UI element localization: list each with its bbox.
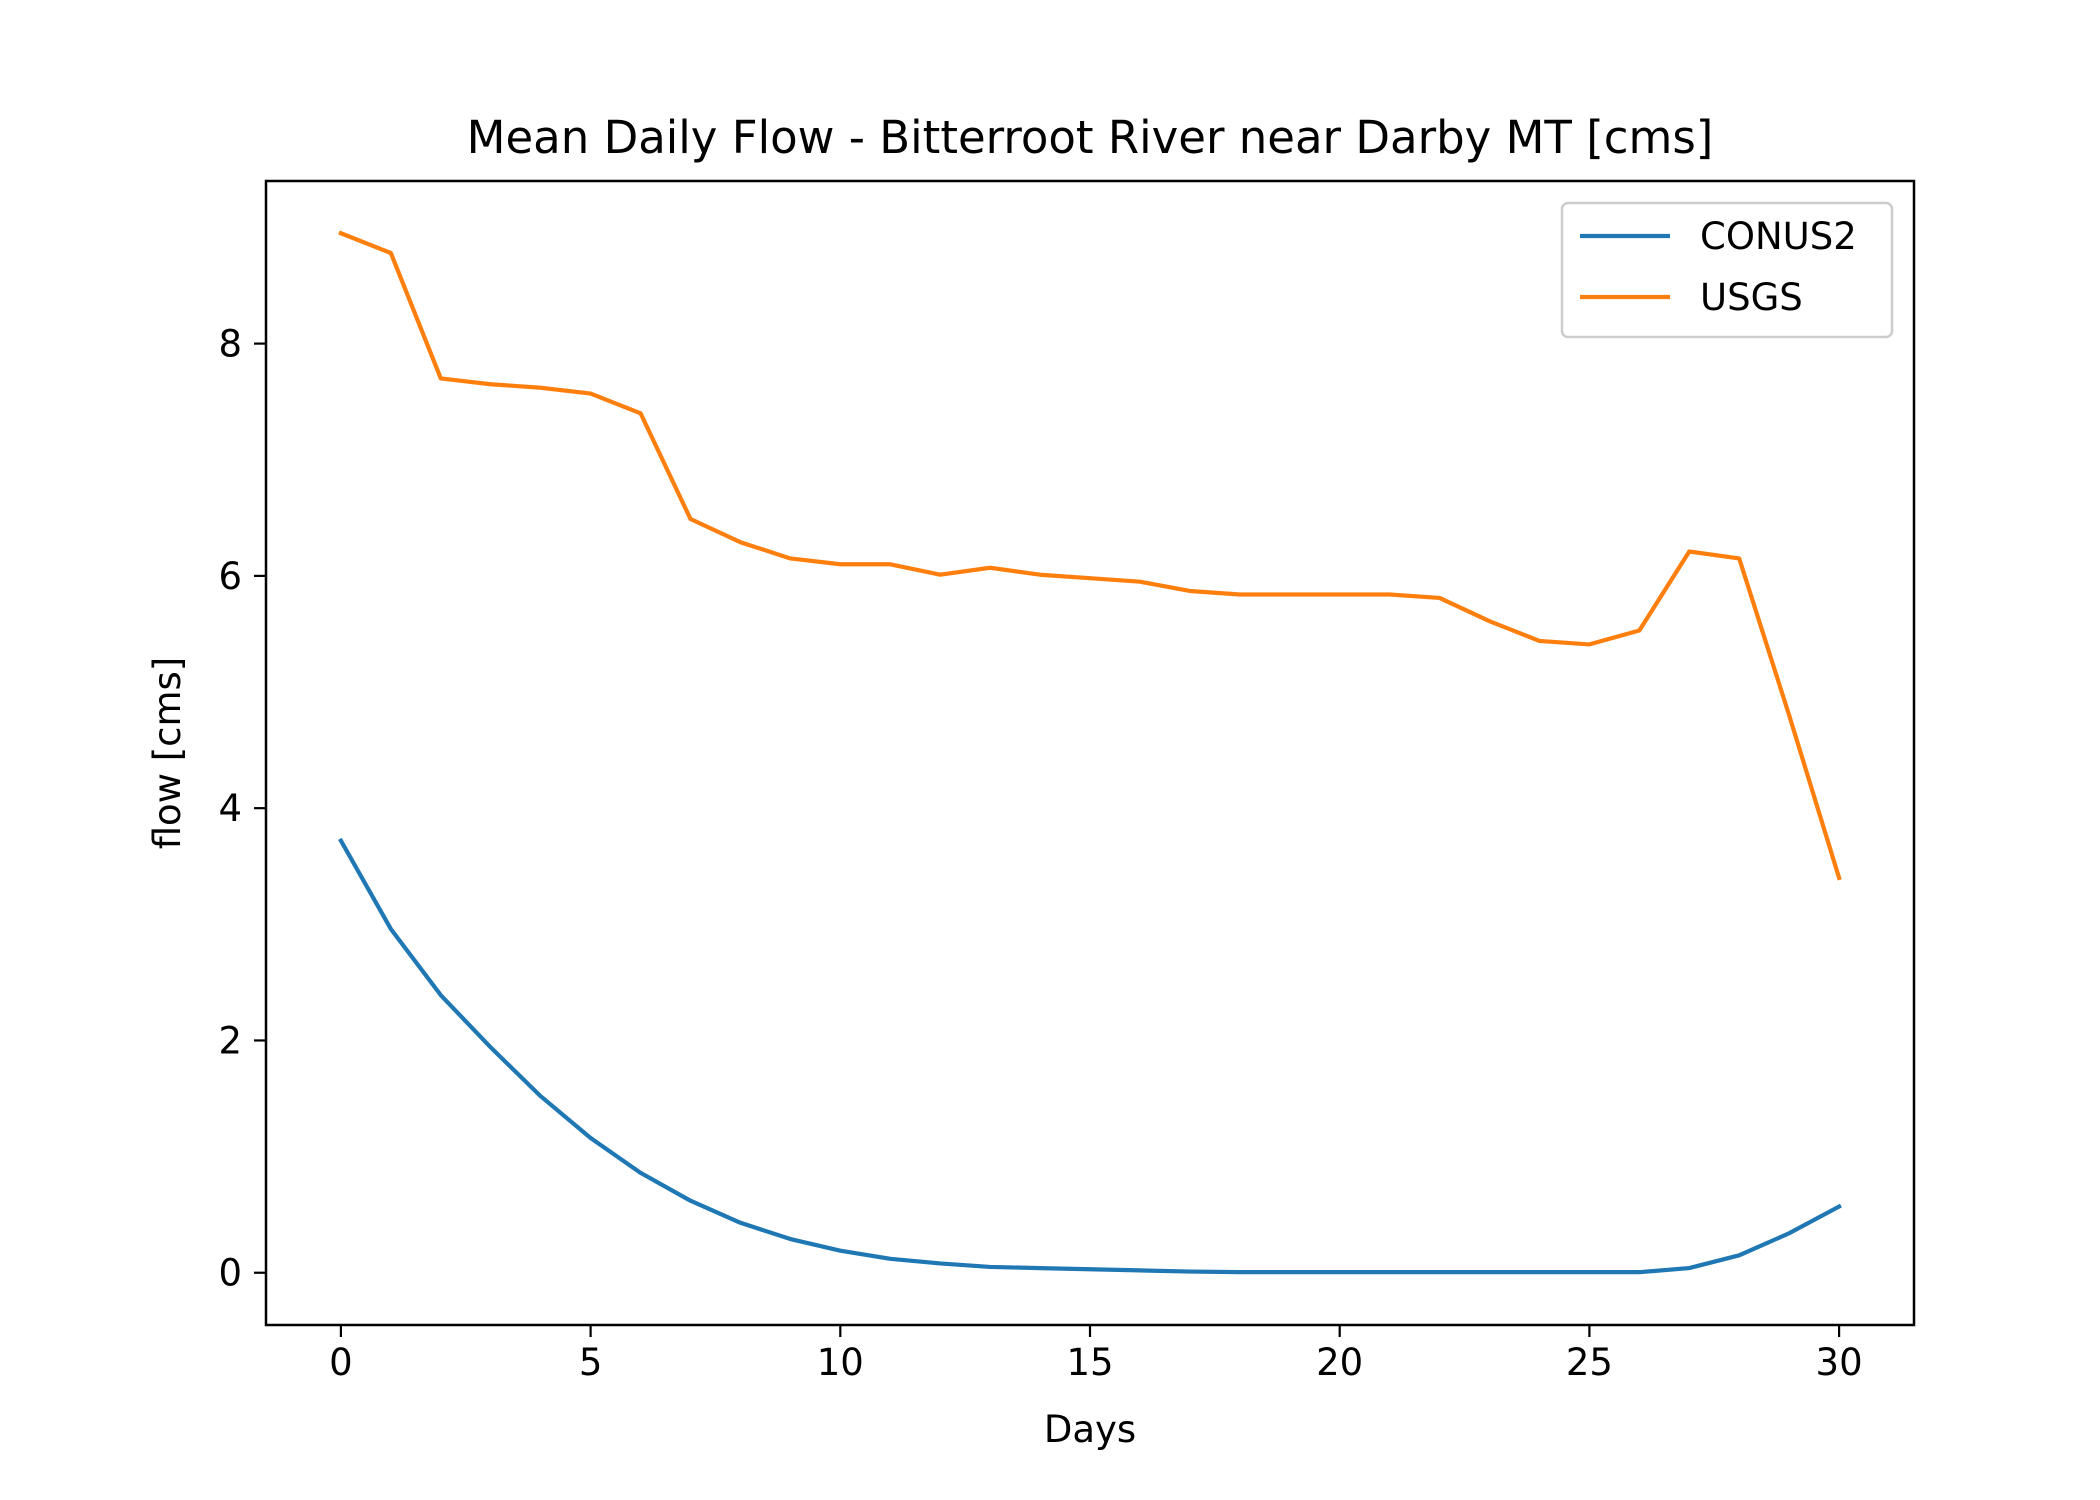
data-point-conus2 xyxy=(1238,1270,1242,1274)
data-point-usgs xyxy=(1587,642,1591,646)
data-point-usgs xyxy=(339,231,343,235)
series-line-conus2 xyxy=(338,837,1842,1275)
data-point-conus2 xyxy=(888,1257,892,1261)
data-point-conus2 xyxy=(688,1199,692,1203)
data-point-conus2 xyxy=(389,927,393,931)
data-point-usgs xyxy=(1488,619,1492,623)
data-point-usgs xyxy=(688,517,692,521)
legend-label-usgs: USGS xyxy=(1700,276,1803,319)
x-axis-label: Days xyxy=(1044,1408,1136,1451)
data-point-usgs xyxy=(1088,576,1092,580)
data-point-conus2 xyxy=(1537,1270,1541,1274)
data-point-usgs xyxy=(589,392,593,396)
y-tick-label: 8 xyxy=(218,323,242,366)
data-point-conus2 xyxy=(639,1171,643,1175)
data-point-usgs xyxy=(1038,573,1042,577)
data-point-conus2 xyxy=(1587,1270,1591,1274)
data-point-usgs xyxy=(1687,549,1691,553)
x-tick-label: 15 xyxy=(1066,1341,1113,1384)
data-point-conus2 xyxy=(1438,1270,1442,1274)
data-point-conus2 xyxy=(738,1221,742,1225)
y-tick-label: 4 xyxy=(218,787,242,830)
data-point-conus2 xyxy=(539,1094,543,1098)
data-point-usgs xyxy=(1188,589,1192,593)
y-axis-label: flow [cms] xyxy=(146,657,189,850)
data-point-conus2 xyxy=(1388,1270,1392,1274)
data-point-usgs xyxy=(1338,592,1342,596)
data-point-usgs xyxy=(988,566,992,570)
data-point-conus2 xyxy=(1138,1268,1142,1272)
data-point-usgs xyxy=(888,562,892,566)
data-point-conus2 xyxy=(1687,1266,1691,1270)
data-point-usgs xyxy=(1537,639,1541,643)
data-point-usgs xyxy=(1438,596,1442,600)
data-point-usgs xyxy=(1388,592,1392,596)
data-point-usgs xyxy=(1637,628,1641,632)
y-tick-label: 2 xyxy=(218,1019,242,1062)
data-point-conus2 xyxy=(1637,1270,1641,1274)
x-tick-label: 5 xyxy=(579,1341,603,1384)
data-point-conus2 xyxy=(489,1045,493,1049)
data-point-usgs xyxy=(738,540,742,544)
data-point-conus2 xyxy=(1088,1267,1092,1271)
data-point-conus2 xyxy=(1188,1270,1192,1274)
data-point-conus2 xyxy=(988,1265,992,1269)
data-point-usgs xyxy=(1138,580,1142,584)
data-point-usgs xyxy=(1288,592,1292,596)
data-point-usgs xyxy=(639,411,643,415)
data-point-usgs xyxy=(539,386,543,390)
data-point-conus2 xyxy=(938,1261,942,1265)
x-tick-label: 25 xyxy=(1566,1341,1613,1384)
data-point-conus2 xyxy=(1737,1253,1741,1257)
data-point-usgs xyxy=(1787,713,1791,717)
data-point-conus2 xyxy=(339,839,343,843)
chart-title: Mean Daily Flow - Bitterroot River near … xyxy=(467,111,1714,164)
data-point-usgs xyxy=(389,251,393,255)
data-point-conus2 xyxy=(1338,1270,1342,1274)
data-point-conus2 xyxy=(1288,1270,1292,1274)
y-tick-label: 6 xyxy=(218,555,242,598)
data-point-conus2 xyxy=(788,1237,792,1241)
data-point-conus2 xyxy=(1787,1231,1791,1235)
series-layer xyxy=(338,230,1842,1275)
legend-label-conus2: CONUS2 xyxy=(1700,215,1857,258)
data-point-usgs xyxy=(489,382,493,386)
x-tick-label: 20 xyxy=(1316,1341,1363,1384)
data-point-usgs xyxy=(1837,876,1841,880)
data-point-conus2 xyxy=(838,1249,842,1253)
data-point-conus2 xyxy=(1837,1205,1841,1209)
data-point-conus2 xyxy=(1038,1266,1042,1270)
data-point-usgs xyxy=(439,376,443,380)
data-point-usgs xyxy=(788,556,792,560)
data-point-usgs xyxy=(938,573,942,577)
data-point-usgs xyxy=(838,562,842,566)
x-tick-label: 0 xyxy=(329,1341,353,1384)
legend-entries: CONUS2 USGS xyxy=(1580,215,1857,319)
legend: CONUS2 USGS xyxy=(1560,201,1894,339)
x-tick-label: 30 xyxy=(1816,1341,1863,1384)
ticks-layer: 0 5 10 15 20 25 30 0 2 4 6 8 xyxy=(218,323,1862,1384)
data-point-conus2 xyxy=(589,1136,593,1140)
x-tick-label: 10 xyxy=(817,1341,864,1384)
data-point-usgs xyxy=(1238,592,1242,596)
series-line-usgs xyxy=(338,230,1842,881)
data-point-conus2 xyxy=(1488,1270,1492,1274)
data-point-conus2 xyxy=(439,993,443,997)
y-tick-label: 0 xyxy=(218,1252,242,1295)
data-point-usgs xyxy=(1737,556,1741,560)
